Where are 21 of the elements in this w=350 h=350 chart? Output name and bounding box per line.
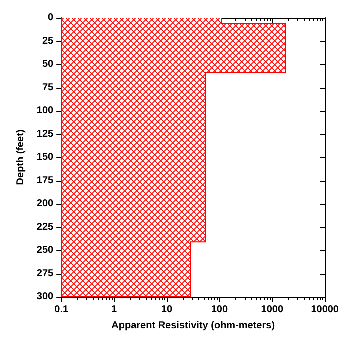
y-tick-label: 125 [36, 128, 54, 140]
y-tick-label: 175 [36, 175, 54, 186]
x-axis-title: Apparent Resistivity (ohm-meters) [112, 320, 276, 332]
x-tick-label: 100 [211, 304, 228, 316]
x-tick-label: 1 [112, 304, 118, 316]
y-tick-label: 225 [36, 222, 54, 233]
y-tick-label: 25 [42, 36, 54, 47]
y-tick-label: 150 [36, 152, 54, 163]
x-tick-label: 10000 [311, 304, 340, 316]
x-tick-label: 0.1 [54, 304, 69, 316]
y-axis-title: Depth (feet) [16, 130, 26, 186]
y-tick-label: 250 [36, 245, 54, 256]
y-tick-label: 200 [36, 198, 54, 210]
y-tick-label: 0 [48, 12, 54, 24]
x-tick-label: 1000 [261, 304, 284, 316]
y-tick-label: 75 [42, 82, 54, 94]
y-tick-label: 275 [36, 268, 54, 280]
y-tick-label: 50 [42, 59, 54, 70]
x-tick-label: 10 [161, 304, 173, 316]
y-tick-label: 100 [36, 106, 54, 116]
y-tick-label: 300 [36, 292, 54, 302]
